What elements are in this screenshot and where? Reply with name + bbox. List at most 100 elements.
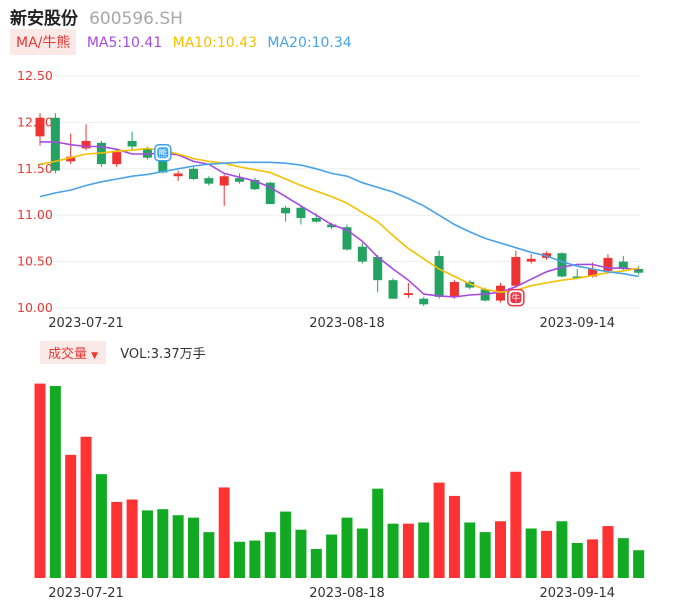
- candle-up: [81, 140, 91, 149]
- volume-bar-down: [571, 542, 583, 578]
- volume-bar-down: [203, 532, 215, 578]
- ma20-line: [39, 161, 639, 278]
- volume-selector-label: 成交量: [48, 347, 88, 362]
- candle-down: [357, 246, 367, 262]
- ma-indicator-selector[interactable]: MA/牛熊: [10, 29, 77, 55]
- volume-bar-down: [280, 511, 292, 578]
- bull-icon-body: [510, 292, 522, 304]
- volume-bar-down: [356, 528, 368, 578]
- volume-bar-up: [80, 436, 92, 578]
- dropdown-caret-icon: ▼: [91, 351, 99, 361]
- bull-icon-label: 牛: [511, 292, 520, 304]
- volume-bar-down: [188, 517, 199, 578]
- candle-down: [618, 261, 628, 270]
- candle-down: [557, 253, 567, 277]
- candle-up: [603, 257, 613, 271]
- title-row: 新安股份 600596.SH: [10, 4, 183, 29]
- price-tick-label: 10.00: [17, 300, 53, 315]
- price-date-label: 2023-08-18: [309, 316, 385, 331]
- candle-down: [296, 207, 306, 218]
- ma-lines: [39, 141, 639, 298]
- volume-bar-down: [387, 523, 399, 578]
- candle-down: [373, 256, 383, 281]
- price-axis: 12.50 12.00 11.50 11.00 10.50 10.00: [17, 68, 53, 315]
- candle-down: [327, 224, 337, 228]
- volume-bar-down: [479, 532, 491, 578]
- candle-down: [634, 269, 644, 273]
- volume-bar-up: [541, 530, 553, 578]
- stock-name: 新安股份: [10, 9, 78, 29]
- volume-indicator-selector[interactable]: 成交量 ▼: [40, 341, 107, 364]
- volume-bar-down: [556, 521, 568, 578]
- volume-legend: 成交量 ▼ VOL:3.37万手: [40, 341, 206, 364]
- volume-bar-down: [157, 509, 169, 578]
- price-date-axis: 2023-07-21 2023-08-18 2023-09-14: [48, 316, 615, 331]
- candle-up: [511, 256, 521, 286]
- volume-bar-down: [326, 534, 338, 578]
- candle-up: [112, 152, 122, 165]
- signal-markers: 熊牛: [154, 144, 525, 307]
- candle-down: [189, 168, 198, 180]
- volume-bar-up: [602, 526, 614, 578]
- stock-code: 600596.SH: [89, 9, 183, 29]
- volume-date-label: 2023-08-18: [309, 586, 385, 601]
- candle-down: [572, 276, 582, 278]
- volume-bar-up: [495, 521, 506, 578]
- volume-bar-up: [402, 523, 414, 578]
- candle-down: [281, 207, 291, 214]
- candle-down: [235, 178, 245, 182]
- volume-bar-down: [49, 386, 61, 578]
- candle-up: [403, 293, 413, 296]
- candle-down: [142, 148, 152, 158]
- candle-down: [419, 298, 429, 305]
- candle-up: [496, 285, 505, 301]
- volume-bar-down: [141, 510, 153, 578]
- price-tick-label: 11.50: [17, 161, 53, 176]
- volume-bar-up: [126, 499, 138, 578]
- volume-bar-down: [633, 550, 645, 578]
- volume-bar-up: [448, 495, 460, 578]
- volume-bar-up: [34, 383, 46, 578]
- ma20-label: MA20:10.34: [267, 35, 352, 51]
- candle-down: [204, 178, 214, 184]
- candle-up: [35, 117, 45, 137]
- candle-down: [342, 227, 352, 250]
- candle-up: [66, 156, 76, 162]
- candlesticks: [35, 113, 644, 307]
- volume-bar-up: [111, 501, 123, 578]
- volume-bar-up: [218, 487, 230, 578]
- bear-icon-body: [157, 147, 169, 159]
- candle-down: [480, 289, 490, 301]
- candle-down: [434, 256, 444, 297]
- price-tick-label: 12.00: [17, 114, 53, 129]
- candle-down: [388, 280, 398, 299]
- volume-bar-up: [510, 471, 522, 578]
- price-tick-label: 11.00: [17, 207, 53, 222]
- candle-down: [250, 179, 260, 190]
- price-tick-label: 12.50: [17, 68, 53, 83]
- volume-bar-down: [95, 474, 107, 578]
- volume-bar-down: [372, 488, 384, 578]
- volume-date-axis: 2023-07-21 2023-08-18 2023-09-14: [48, 586, 615, 601]
- candle-down: [265, 182, 275, 205]
- volume-bar-down: [172, 515, 184, 578]
- volume-bar-down: [310, 549, 322, 578]
- price-grid: [30, 75, 640, 309]
- candle-up: [526, 258, 536, 262]
- candle-down: [465, 282, 475, 288]
- ma10-line: [39, 147, 639, 294]
- volume-bar-down: [249, 540, 261, 578]
- ma10-label: MA10:10.43: [172, 35, 257, 51]
- volume-bar-up: [587, 539, 599, 578]
- candle-up: [173, 173, 183, 177]
- price-date-label: 2023-09-14: [539, 316, 615, 331]
- volume-bar-down: [617, 538, 629, 578]
- volume-value: VOL:3.37万手: [120, 347, 206, 362]
- price-date-label: 2023-07-21: [48, 316, 124, 331]
- ma5-line: [40, 141, 639, 298]
- candle-up: [219, 176, 229, 186]
- candle-down: [127, 140, 137, 147]
- volume-bar-down: [295, 529, 307, 578]
- candle-up: [449, 282, 459, 297]
